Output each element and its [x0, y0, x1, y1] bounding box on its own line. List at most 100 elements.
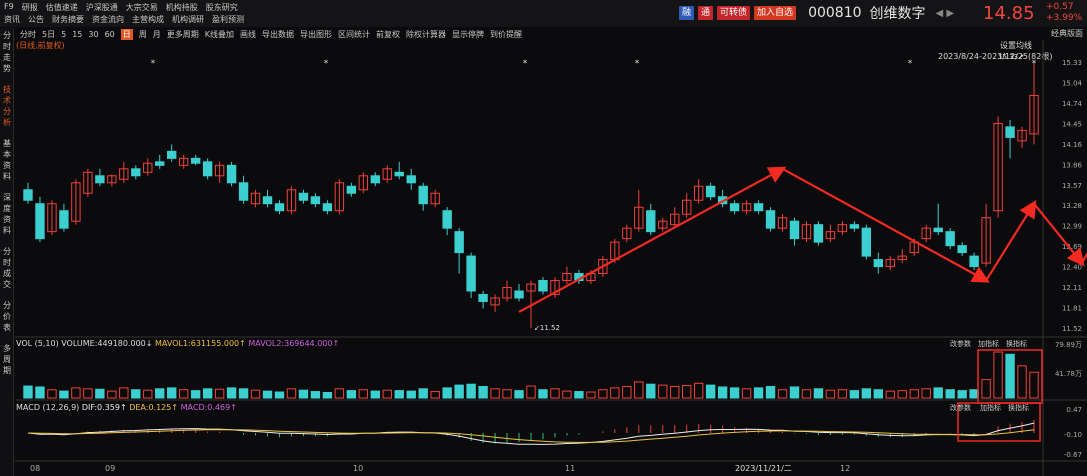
period-tab[interactable]: 5日: [42, 29, 56, 39]
volume-bar: [705, 384, 716, 399]
dea-line: [27, 429, 1035, 443]
volume-bar: [59, 390, 69, 399]
candle-body: [322, 203, 333, 212]
period-tab[interactable]: 区间统计: [338, 29, 370, 39]
vol-header: VOL (5,10) VOLUME:449180.000↓ MAVOL1:631…: [16, 339, 339, 348]
vol-switch-indicator-button[interactable]: 换指标: [1006, 340, 1027, 348]
chart-subtitle: (日线,前复权): [16, 41, 65, 50]
macd-title: MACD (12,26,9): [16, 403, 80, 412]
menu-item[interactable]: 机构持股: [165, 3, 198, 12]
trend-arrow: [518, 166, 787, 313]
period-tab[interactable]: 除权计算器: [406, 29, 446, 39]
period-tab[interactable]: 到价提醒: [490, 29, 522, 39]
volume-bar: [286, 388, 297, 399]
menu-item[interactable]: 沪深股通: [85, 3, 118, 12]
macd-switch-indicator-button[interactable]: 换指标: [1008, 404, 1029, 412]
period-tab[interactable]: 15: [72, 29, 83, 39]
menu-item[interactable]: 盈利预测: [212, 15, 244, 24]
volume-bar: [47, 389, 57, 399]
macd-edit-params-button[interactable]: 改参数: [950, 404, 971, 412]
sidebar-item[interactable]: 分时成交: [3, 247, 11, 289]
period-tab[interactable]: 30: [88, 29, 99, 39]
period-tab[interactable]: 前复权: [376, 29, 400, 39]
low-price-label: ↙11.52: [534, 324, 560, 332]
volume-bar: [274, 391, 285, 399]
date-axis-label: 08: [30, 464, 40, 473]
trend-arrow: [985, 199, 1037, 282]
period-tab[interactable]: K线叠加: [204, 29, 234, 39]
margin-tag[interactable]: 融: [679, 6, 695, 20]
candle-body: [226, 164, 237, 184]
connect-tag[interactable]: 通: [698, 6, 714, 20]
menu-item[interactable]: 机构调研: [172, 15, 204, 24]
classic-layout-button[interactable]: 经典版面: [1051, 29, 1083, 38]
set-ma-button[interactable]: 设置均线: [1000, 41, 1032, 50]
volume-bar: [933, 387, 943, 399]
candle-body: [873, 259, 884, 268]
volume-bar: [993, 351, 1003, 399]
mavol2-value: MAVOL2:369644.000↑: [248, 339, 340, 348]
menu-item[interactable]: 估值速递: [45, 3, 78, 12]
vol-edit-params-button[interactable]: 改参数: [950, 340, 971, 348]
menu-item[interactable]: 公告: [28, 15, 44, 24]
macd-y-tick: 0.47: [1066, 406, 1082, 414]
period-tab[interactable]: 日: [120, 28, 133, 40]
sidebar-item[interactable]: 分时走势: [3, 31, 11, 73]
y-tick-label: 14.45: [1062, 120, 1082, 128]
add-watchlist-button[interactable]: 加入自选: [754, 6, 797, 20]
sidebar-item[interactable]: 多周期: [3, 344, 11, 375]
convertible-bond-tag[interactable]: 可转债: [717, 6, 751, 20]
period-tab[interactable]: 导出图形: [300, 29, 332, 39]
menu-item[interactable]: 资讯: [4, 15, 20, 24]
menu-item[interactable]: 资金流向: [92, 15, 124, 24]
candle-body: [47, 203, 57, 233]
dif-line: [27, 422, 1035, 445]
sidebar-item[interactable]: 基本资料: [3, 139, 11, 181]
menu-item[interactable]: F9: [4, 2, 14, 11]
volume-bar: [849, 390, 860, 399]
volume-bar: [765, 386, 776, 399]
menu-row-1: F9 研报 估值速递 沪深股通 大宗交易 机构持股 股东研究: [4, 2, 238, 13]
period-tab[interactable]: 更多周期: [166, 29, 199, 39]
y-tick-label: 15.33: [1062, 59, 1082, 67]
candle-body: [119, 168, 129, 180]
period-tab[interactable]: 月: [152, 29, 161, 39]
date-axis-label: 2023/11/21/二: [735, 464, 792, 473]
macd-add-indicator-button[interactable]: 加指标: [980, 404, 1001, 412]
vol-add-indicator-button[interactable]: 加指标: [978, 340, 999, 348]
prev-next-icon[interactable]: ◀ ▶: [935, 7, 955, 19]
candle-body: [143, 162, 153, 173]
sidebar-item[interactable]: 深度资料: [3, 193, 11, 235]
period-tab[interactable]: 画线: [240, 29, 256, 39]
period-tab[interactable]: 导出数据: [262, 29, 294, 39]
y-tick-label: 11.81: [1062, 305, 1082, 313]
menu-item[interactable]: 研报: [21, 3, 38, 12]
volume-bar: [406, 390, 416, 399]
sidebar-item[interactable]: 分价表: [3, 301, 11, 332]
period-tab[interactable]: 显示停牌: [452, 29, 484, 39]
y-tick-label: 13.86: [1062, 161, 1083, 169]
menu-item[interactable]: 大宗交易: [125, 3, 158, 12]
volume-bar: [226, 387, 237, 399]
candle-body: [418, 185, 428, 205]
candle-body: [346, 185, 357, 194]
sidebar-item[interactable]: 技术分析: [3, 85, 11, 127]
candle-body: [598, 259, 608, 275]
menu-item[interactable]: 股东研究: [205, 3, 238, 12]
period-tab[interactable]: 周: [138, 29, 147, 39]
period-tab[interactable]: 60: [104, 29, 115, 39]
event-star-icon: *: [635, 59, 640, 69]
volume-bar: [538, 389, 548, 399]
period-tab[interactable]: 5: [61, 29, 67, 39]
volume-bar: [442, 387, 452, 399]
menu-item[interactable]: 主营构成: [132, 15, 164, 24]
event-star-icon: *: [523, 59, 528, 69]
volume-bar: [634, 381, 644, 399]
candle-body: [753, 203, 764, 212]
period-tab[interactable]: 分时: [20, 29, 36, 39]
candle-body: [981, 217, 991, 264]
volume-bar: [514, 390, 524, 399]
menu-item[interactable]: 财务摘要: [52, 15, 84, 24]
high-price-label: 15.33↗: [998, 53, 1024, 61]
